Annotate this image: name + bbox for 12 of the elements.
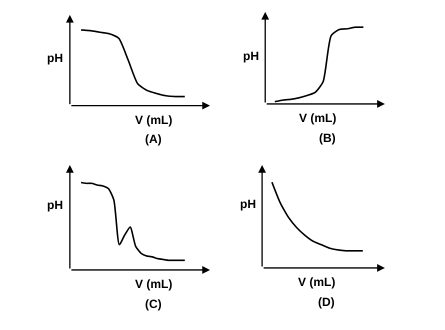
y-axis-title: pH: [243, 49, 259, 63]
text: (B): [319, 131, 336, 145]
x-axis-title: V (mL): [299, 111, 336, 125]
y-axis-title: pH: [47, 198, 63, 212]
text: (C): [145, 297, 162, 311]
x-axis-title: V (mL): [298, 275, 336, 289]
y-axis-title: pH: [47, 51, 63, 65]
x-axis-title: V (mL): [135, 113, 172, 127]
text: (A): [145, 132, 162, 146]
y-axis-title: pH: [240, 197, 256, 211]
text: (D): [318, 295, 335, 309]
x-axis-title: V (mL): [135, 277, 172, 291]
